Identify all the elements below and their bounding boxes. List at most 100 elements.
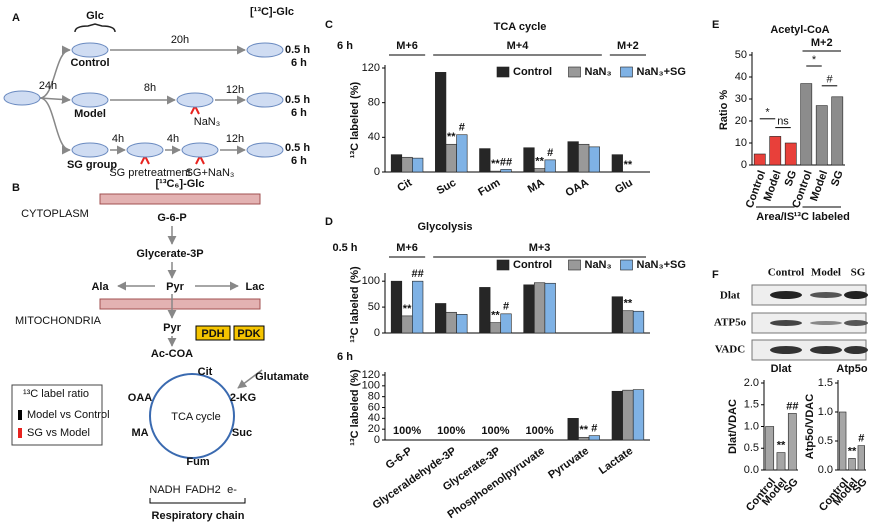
label: Glycerate-3P: [136, 248, 203, 260]
bar: [445, 143, 457, 173]
label: 0.5 h: [285, 142, 310, 154]
legend-icon: [18, 428, 22, 438]
label: OAA: [128, 392, 153, 404]
label: 4h: [167, 133, 179, 145]
bar: [401, 315, 413, 334]
band: [844, 346, 868, 354]
x-tick-label: MA: [526, 177, 547, 196]
note: 100%: [481, 425, 509, 437]
legend-label: NaN₃: [585, 66, 612, 78]
legend-swatch: [496, 66, 510, 78]
membrane: [99, 193, 261, 205]
chart-title: Atp5o: [836, 363, 867, 375]
y-tick-label: 0.0: [818, 464, 833, 476]
band: [810, 321, 842, 325]
x-tick-label: G-6-P: [384, 445, 415, 472]
band: [810, 346, 842, 354]
y-tick-label: 120: [362, 62, 380, 74]
x-tick-label: OAA: [564, 177, 591, 200]
y-tick-label: 1.0: [818, 406, 833, 418]
note: 100%: [526, 425, 554, 437]
tag: M+2: [811, 37, 833, 49]
bar: [848, 458, 856, 471]
bar: [611, 154, 623, 173]
significance: #: [459, 122, 465, 134]
dish: [71, 42, 109, 58]
bar: [500, 169, 512, 173]
x-tick-label: SG: [829, 169, 846, 188]
label: VADC: [715, 344, 745, 356]
panel-letter: B: [12, 182, 20, 194]
dish: [71, 92, 109, 108]
arrow: [39, 94, 71, 104]
bar: [632, 310, 645, 334]
dish: [71, 142, 109, 158]
bar: [588, 435, 600, 441]
y-axis-label: ¹³C labeled (%): [349, 81, 361, 158]
significance: **: [579, 424, 588, 436]
bar: [611, 296, 623, 334]
y-tick-label: 100: [362, 380, 380, 392]
label: [¹³C]-Glc: [250, 6, 294, 18]
significance: **: [491, 310, 500, 322]
legend-swatch: [568, 66, 581, 78]
comparison-label: *: [812, 54, 817, 66]
label: FADH2: [185, 484, 220, 496]
diagram-b-shapes: [11, 193, 265, 504]
bar: [401, 156, 413, 173]
label: Respiratory chain: [152, 510, 245, 522]
arrow: [237, 369, 263, 389]
label: TCA cycle: [171, 411, 221, 423]
label: e-: [227, 484, 237, 496]
group-label: ¹³C labeled: [794, 211, 850, 223]
y-tick-label: 80: [368, 391, 380, 403]
significance: **: [848, 445, 857, 457]
legend-label: Control: [513, 259, 552, 271]
significance: **: [777, 440, 786, 452]
label: 0.5 h: [285, 44, 310, 56]
bar: [784, 142, 797, 166]
note: 100%: [393, 425, 421, 437]
y-tick-label: 50: [735, 49, 747, 61]
pdk-box: [233, 325, 265, 341]
dish: [126, 142, 164, 158]
bar: [390, 154, 403, 173]
y-tick-label: 1.5: [744, 399, 759, 411]
bar: [445, 311, 457, 334]
significance: ##: [412, 268, 424, 280]
y-tick-label: 0.5: [818, 435, 833, 447]
bar: [578, 143, 590, 173]
bar: [839, 411, 847, 471]
label: Glutamate: [255, 371, 309, 383]
time-label: 0.5 h: [332, 242, 357, 254]
bar: [523, 284, 535, 334]
legend-swatch: [496, 259, 510, 271]
label: 0.5 h: [285, 94, 310, 106]
label: MA: [131, 427, 148, 439]
membrane: [99, 298, 261, 310]
y-tick-label: 0: [374, 327, 380, 339]
label: Lac: [246, 281, 265, 293]
label: 6 h: [291, 107, 307, 119]
band: [770, 291, 802, 299]
y-tick-label: 30: [735, 93, 747, 105]
y-tick-label: 120: [362, 369, 380, 381]
bar: [753, 153, 766, 166]
label: Pyr: [166, 281, 184, 293]
group-label: M+4: [507, 40, 530, 52]
bar: [479, 148, 491, 173]
label: 12h: [226, 133, 244, 145]
y-tick-label: 1.5: [818, 377, 833, 389]
label: PDH: [201, 328, 224, 340]
label: Cit: [198, 366, 213, 378]
bar: [831, 96, 844, 166]
y-tick-label: 0: [374, 166, 380, 178]
bracket: [149, 498, 246, 504]
y-tick-label: 0: [741, 159, 747, 171]
legend-swatch: [568, 259, 581, 271]
band: [770, 320, 802, 326]
label: 20h: [171, 34, 189, 46]
y-tick-label: 10: [735, 137, 747, 149]
y-tick-label: 80: [368, 97, 380, 109]
